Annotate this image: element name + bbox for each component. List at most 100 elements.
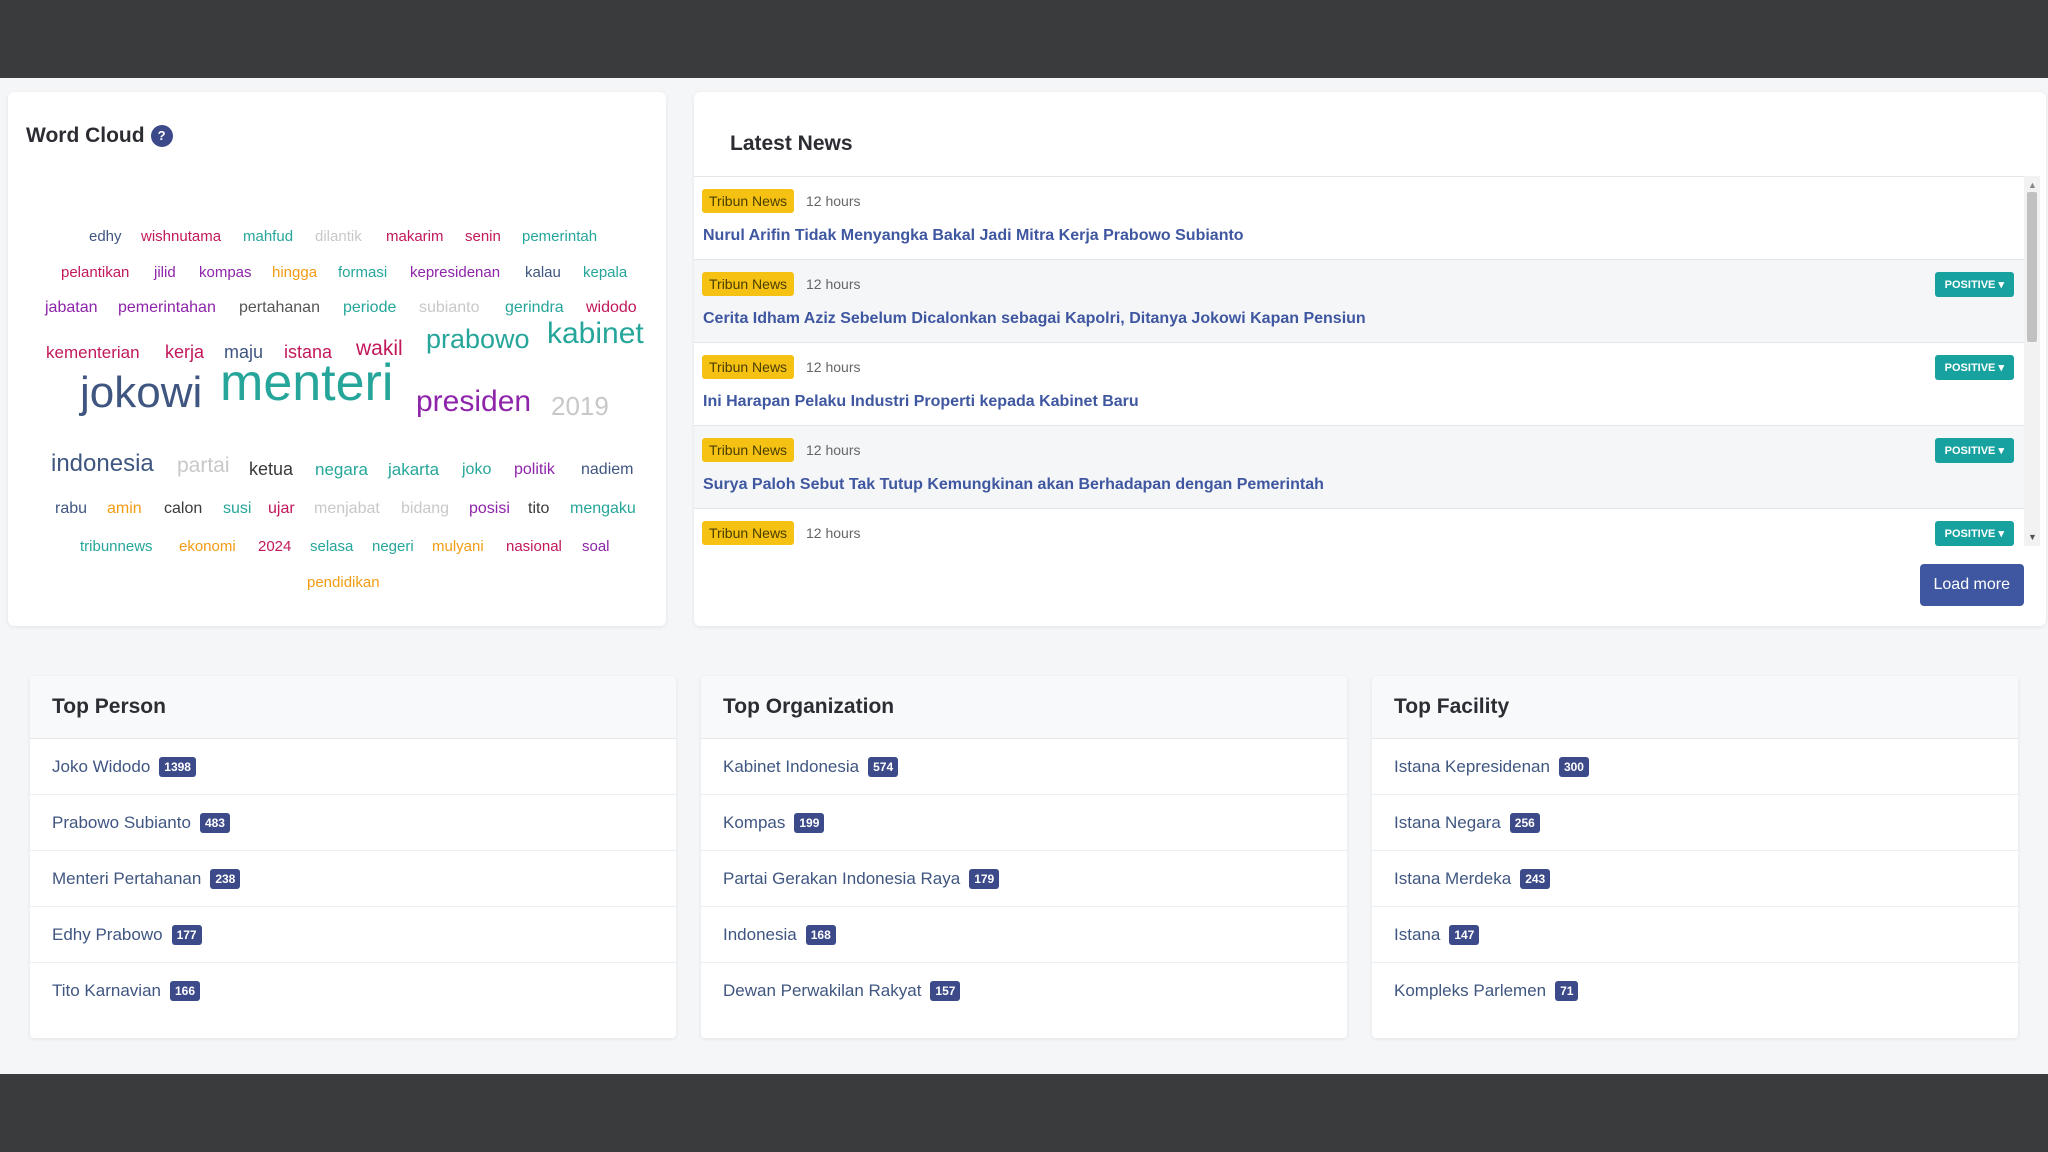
latest-news-card: Latest News Tribun News 12 hours Nurul A…	[694, 92, 2046, 626]
count-badge: 71	[1555, 981, 1579, 1001]
word-cloud-word[interactable]: ujar	[268, 500, 295, 517]
help-icon[interactable]: ?	[150, 125, 173, 147]
word-cloud-word[interactable]: tito	[528, 500, 550, 517]
word-cloud-word[interactable]: kepala	[583, 264, 628, 281]
word-cloud-word[interactable]: mulyani	[432, 538, 484, 555]
word-cloud-word[interactable]: rabu	[55, 500, 88, 517]
top-organization-title: Top Organization	[701, 676, 1347, 739]
news-list: Tribun News 12 hours Nurul Arifin Tidak …	[694, 176, 2024, 546]
word-cloud-word[interactable]: politik	[514, 461, 555, 478]
word-cloud-word[interactable]: pemerintahan	[118, 299, 216, 316]
word-cloud-word[interactable]: jakarta	[388, 460, 440, 479]
word-cloud-word[interactable]: subianto	[419, 299, 480, 316]
entity-name: Joko Widodo	[52, 756, 151, 776]
word-cloud-word[interactable]: indonesia	[51, 450, 154, 477]
word-cloud-word[interactable]: negeri	[372, 538, 414, 555]
word-cloud-word[interactable]: formasi	[338, 264, 388, 281]
word-cloud-word[interactable]: pertahanan	[239, 299, 320, 316]
word-cloud-word[interactable]: kementerian	[46, 343, 140, 362]
word-cloud-word[interactable]: wakil	[356, 337, 403, 360]
word-cloud-word[interactable]: ketua	[249, 459, 294, 479]
word-cloud-word[interactable]: pelantikan	[61, 264, 130, 281]
word-cloud-word[interactable]: susi	[223, 500, 252, 517]
word-cloud-word[interactable]: edhy	[89, 228, 122, 245]
list-item[interactable]: Kompleks Parlemen 71	[1372, 963, 2018, 1019]
word-cloud-word[interactable]: periode	[343, 299, 397, 316]
word-cloud-word[interactable]: posisi	[469, 500, 510, 517]
dashboard-content: Word Cloud ? edhy wishnutama mahfud dilanti…	[0, 78, 2048, 1074]
word-cloud-word[interactable]: senin	[465, 228, 501, 245]
word-cloud-word[interactable]: negara	[315, 460, 368, 479]
word-cloud-word[interactable]: mahfud	[243, 228, 294, 245]
news-headline-link[interactable]: Cerita Idham Aziz Sebelum Dicalonkan seb…	[703, 310, 1366, 327]
entity-name: Tito Karnavian	[52, 981, 161, 1000]
word-cloud-word[interactable]: pendidikan	[307, 574, 380, 591]
word-cloud-word[interactable]: calon	[164, 500, 203, 517]
word-cloud-word[interactable]: nadiem	[581, 461, 634, 478]
sentiment-dropdown-button[interactable]: POSITIVE ▾	[1934, 272, 2014, 297]
scroll-down-arrow-icon[interactable]: ▼	[2028, 532, 2037, 542]
word-cloud-word[interactable]: 2019	[551, 391, 609, 421]
list-item[interactable]: Tito Karnavian 166	[30, 963, 676, 1019]
word-cloud-word[interactable]: amin	[107, 500, 142, 517]
word-cloud-word[interactable]: kompas	[199, 264, 252, 281]
list-item[interactable]: Istana Kepresidenan 300	[1372, 739, 2018, 795]
word-cloud-word[interactable]: tribunnews	[80, 538, 153, 555]
word-cloud-word[interactable]: dilantik	[315, 228, 362, 245]
count-badge: 243	[1520, 868, 1551, 889]
word-cloud-word[interactable]: gerindra	[505, 299, 564, 316]
word-cloud-word[interactable]: kepresidenan	[410, 264, 501, 281]
list-item[interactable]: Istana 147	[1372, 907, 2018, 963]
load-more-button[interactable]: Load more	[1919, 564, 2024, 606]
word-cloud-word[interactable]: 2024	[258, 538, 292, 555]
sentiment-dropdown-button[interactable]: POSITIVE ▾	[1934, 438, 2014, 463]
word-cloud-word[interactable]: hingga	[272, 264, 318, 281]
scroll-up-arrow-icon[interactable]: ▲	[2028, 180, 2037, 190]
word-cloud-word[interactable]: bidang	[401, 500, 450, 517]
list-item[interactable]: Joko Widodo 1398	[30, 739, 676, 795]
list-item[interactable]: Kabinet Indonesia 574	[701, 739, 1347, 795]
news-headline-link[interactable]: Nurul Arifin Tidak Menyangka Bakal Jadi …	[703, 227, 1244, 244]
word-cloud-word[interactable]: kalau	[525, 264, 561, 281]
word-cloud-word[interactable]: kabinet	[547, 317, 644, 350]
word-cloud-word[interactable]: wishnutama	[141, 228, 222, 245]
list-item[interactable]: Edhy Prabowo 177	[30, 907, 676, 963]
caret-down-icon: ▾	[1998, 528, 2004, 540]
word-cloud-word[interactable]: nasional	[506, 538, 562, 555]
word-cloud-word[interactable]: joko	[462, 461, 492, 478]
word-cloud-word[interactable]: soal	[582, 538, 610, 555]
word-cloud-word[interactable]: jokowi	[80, 368, 203, 417]
sentiment-dropdown-button[interactable]: POSITIVE ▾	[1934, 355, 2014, 380]
word-cloud-word[interactable]: ekonomi	[179, 538, 236, 555]
news-time: 12 hours	[806, 193, 861, 209]
word-cloud-word[interactable]: kerja	[165, 342, 205, 362]
list-item[interactable]: Prabowo Subianto 483	[30, 795, 676, 851]
word-cloud-word[interactable]: partai	[177, 454, 230, 477]
word-cloud-word[interactable]: maju	[224, 342, 264, 362]
word-cloud-word[interactable]: jilid	[154, 264, 176, 281]
list-item[interactable]: Indonesia 168	[701, 907, 1347, 963]
news-scrollbar[interactable]: ▲ ▼	[2024, 176, 2040, 546]
list-item[interactable]: Istana Negara 256	[1372, 795, 2018, 851]
list-item[interactable]: Partai Gerakan Indonesia Raya 179	[701, 851, 1347, 907]
sentiment-dropdown-button[interactable]: POSITIVE ▾	[1934, 521, 2014, 546]
news-item: Tribun News 12 hours Nurul Arifin Tidak …	[694, 177, 2024, 260]
scrollbar-thumb[interactable]	[2027, 192, 2037, 342]
word-cloud-word[interactable]: jabatan	[45, 299, 98, 316]
word-cloud-word[interactable]: presiden	[416, 385, 532, 418]
list-item[interactable]: Dewan Perwakilan Rakyat 157	[701, 963, 1347, 1019]
word-cloud-word[interactable]: prabowo	[426, 324, 530, 354]
news-headline-link[interactable]: Surya Paloh Sebut Tak Tutup Kemungkinan …	[703, 476, 1324, 493]
word-cloud-word[interactable]: makarim	[386, 228, 444, 245]
word-cloud-word[interactable]: menteri	[220, 354, 394, 412]
news-headline-link[interactable]: Ini Harapan Pelaku Industri Properti kep…	[703, 393, 1139, 410]
word-cloud-word[interactable]: istana	[284, 342, 333, 362]
word-cloud-word[interactable]: mengaku	[570, 500, 636, 517]
word-cloud-word[interactable]: selasa	[310, 538, 354, 555]
word-cloud-word[interactable]: menjabat	[314, 500, 380, 517]
list-item[interactable]: Kompas 199	[701, 795, 1347, 851]
word-cloud-word[interactable]: widodo	[586, 299, 637, 316]
list-item[interactable]: Menteri Pertahanan 238	[30, 851, 676, 907]
word-cloud-word[interactable]: pemerintah	[522, 228, 598, 245]
list-item[interactable]: Istana Merdeka 243	[1372, 851, 2018, 907]
